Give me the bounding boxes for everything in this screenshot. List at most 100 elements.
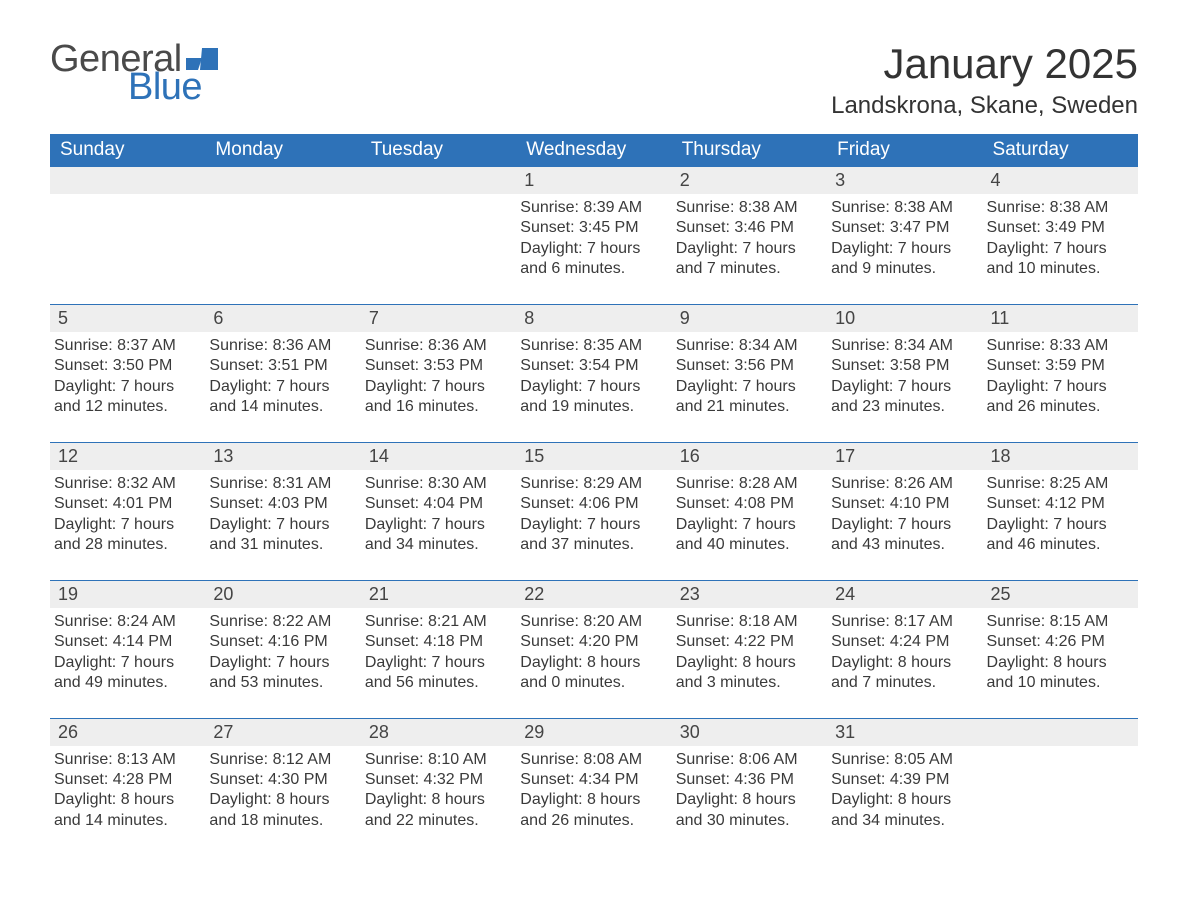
day-cell: 1Sunrise: 8:39 AMSunset: 3:45 PMDaylight… bbox=[516, 167, 671, 280]
logo: General Blue bbox=[50, 40, 218, 106]
daylight-line: Daylight: 7 hours bbox=[987, 515, 1130, 535]
calendar: SundayMondayTuesdayWednesdayThursdayFrid… bbox=[50, 134, 1138, 831]
day-number: 9 bbox=[672, 305, 827, 332]
daylight-line2: and 9 minutes. bbox=[831, 259, 974, 279]
sunrise-line: Sunrise: 8:20 AM bbox=[520, 612, 663, 632]
day-number bbox=[205, 167, 360, 194]
daylight-line: Daylight: 8 hours bbox=[831, 653, 974, 673]
day-number: 8 bbox=[516, 305, 671, 332]
sunrise-line: Sunrise: 8:38 AM bbox=[987, 198, 1130, 218]
day-body bbox=[50, 194, 205, 274]
day-cell: 10Sunrise: 8:34 AMSunset: 3:58 PMDayligh… bbox=[827, 305, 982, 418]
sunset-line: Sunset: 3:51 PM bbox=[209, 356, 352, 376]
page-title: January 2025 bbox=[831, 40, 1138, 88]
daylight-line2: and 40 minutes. bbox=[676, 535, 819, 555]
sunrise-line: Sunrise: 8:37 AM bbox=[54, 336, 197, 356]
day-cell: 17Sunrise: 8:26 AMSunset: 4:10 PMDayligh… bbox=[827, 443, 982, 556]
sunrise-line: Sunrise: 8:38 AM bbox=[676, 198, 819, 218]
day-number bbox=[983, 719, 1138, 746]
day-body: Sunrise: 8:38 AMSunset: 3:47 PMDaylight:… bbox=[827, 194, 982, 280]
header-row: General Blue January 2025 Landskrona, Sk… bbox=[50, 40, 1138, 120]
day-number: 14 bbox=[361, 443, 516, 470]
day-cell bbox=[50, 167, 205, 280]
daylight-line: Daylight: 7 hours bbox=[209, 515, 352, 535]
daylight-line: Daylight: 7 hours bbox=[365, 515, 508, 535]
sunset-line: Sunset: 4:22 PM bbox=[676, 632, 819, 652]
day-number: 18 bbox=[983, 443, 1138, 470]
sunset-line: Sunset: 4:12 PM bbox=[987, 494, 1130, 514]
daylight-line: Daylight: 7 hours bbox=[365, 377, 508, 397]
sunrise-line: Sunrise: 8:29 AM bbox=[520, 474, 663, 494]
day-cell: 7Sunrise: 8:36 AMSunset: 3:53 PMDaylight… bbox=[361, 305, 516, 418]
daylight-line: Daylight: 8 hours bbox=[987, 653, 1130, 673]
daylight-line2: and 14 minutes. bbox=[54, 811, 197, 831]
sunset-line: Sunset: 3:47 PM bbox=[831, 218, 974, 238]
daylight-line2: and 12 minutes. bbox=[54, 397, 197, 417]
daylight-line2: and 26 minutes. bbox=[987, 397, 1130, 417]
day-body: Sunrise: 8:06 AMSunset: 4:36 PMDaylight:… bbox=[672, 746, 827, 832]
daylight-line2: and 7 minutes. bbox=[676, 259, 819, 279]
sunrise-line: Sunrise: 8:10 AM bbox=[365, 750, 508, 770]
day-cell: 28Sunrise: 8:10 AMSunset: 4:32 PMDayligh… bbox=[361, 719, 516, 832]
sunset-line: Sunset: 4:26 PM bbox=[987, 632, 1130, 652]
daylight-line: Daylight: 8 hours bbox=[831, 790, 974, 810]
sunset-line: Sunset: 4:14 PM bbox=[54, 632, 197, 652]
sunrise-line: Sunrise: 8:13 AM bbox=[54, 750, 197, 770]
daylight-line2: and 56 minutes. bbox=[365, 673, 508, 693]
daylight-line2: and 34 minutes. bbox=[831, 811, 974, 831]
day-body: Sunrise: 8:12 AMSunset: 4:30 PMDaylight:… bbox=[205, 746, 360, 832]
sunset-line: Sunset: 3:58 PM bbox=[831, 356, 974, 376]
day-number: 4 bbox=[983, 167, 1138, 194]
day-body: Sunrise: 8:05 AMSunset: 4:39 PMDaylight:… bbox=[827, 746, 982, 832]
sunset-line: Sunset: 4:28 PM bbox=[54, 770, 197, 790]
day-number: 3 bbox=[827, 167, 982, 194]
daylight-line2: and 19 minutes. bbox=[520, 397, 663, 417]
day-cell: 29Sunrise: 8:08 AMSunset: 4:34 PMDayligh… bbox=[516, 719, 671, 832]
day-body: Sunrise: 8:35 AMSunset: 3:54 PMDaylight:… bbox=[516, 332, 671, 418]
daylight-line2: and 7 minutes. bbox=[831, 673, 974, 693]
day-body: Sunrise: 8:24 AMSunset: 4:14 PMDaylight:… bbox=[50, 608, 205, 694]
day-cell: 18 Sunrise: 8:25 AMSunset: 4:12 PMDayligh… bbox=[983, 443, 1138, 556]
daylight-line: Daylight: 7 hours bbox=[54, 377, 197, 397]
day-cell: 24Sunrise: 8:17 AMSunset: 4:24 PMDayligh… bbox=[827, 581, 982, 694]
day-cell: 8Sunrise: 8:35 AMSunset: 3:54 PMDaylight… bbox=[516, 305, 671, 418]
dow-cell: Friday bbox=[827, 134, 982, 166]
day-body bbox=[205, 194, 360, 274]
sunset-line: Sunset: 4:01 PM bbox=[54, 494, 197, 514]
sunrise-line: Sunrise: 8:34 AM bbox=[831, 336, 974, 356]
day-body: Sunrise: 8:36 AMSunset: 3:53 PMDaylight:… bbox=[361, 332, 516, 418]
sunset-line: Sunset: 4:34 PM bbox=[520, 770, 663, 790]
sunrise-line: Sunrise: 8:25 AM bbox=[987, 474, 1130, 494]
dow-cell: Saturday bbox=[983, 134, 1138, 166]
day-body: Sunrise: 8:10 AMSunset: 4:32 PMDaylight:… bbox=[361, 746, 516, 832]
daylight-line: Daylight: 7 hours bbox=[987, 239, 1130, 259]
day-body: Sunrise: 8:17 AMSunset: 4:24 PMDaylight:… bbox=[827, 608, 982, 694]
daylight-line: Daylight: 7 hours bbox=[676, 377, 819, 397]
day-body: Sunrise: 8:20 AMSunset: 4:20 PMDaylight:… bbox=[516, 608, 671, 694]
sunrise-line: Sunrise: 8:38 AM bbox=[831, 198, 974, 218]
sunrise-line: Sunrise: 8:22 AM bbox=[209, 612, 352, 632]
sunrise-line: Sunrise: 8:28 AM bbox=[676, 474, 819, 494]
day-body: Sunrise: 8:26 AMSunset: 4:10 PMDaylight:… bbox=[827, 470, 982, 556]
day-body bbox=[361, 194, 516, 274]
day-body: Sunrise: 8:18 AMSunset: 4:22 PMDaylight:… bbox=[672, 608, 827, 694]
day-cell: 13Sunrise: 8:31 AMSunset: 4:03 PMDayligh… bbox=[205, 443, 360, 556]
sunset-line: Sunset: 4:04 PM bbox=[365, 494, 508, 514]
sunset-line: Sunset: 3:59 PM bbox=[987, 356, 1130, 376]
sunrise-line: Sunrise: 8:06 AM bbox=[676, 750, 819, 770]
daylight-line: Daylight: 7 hours bbox=[54, 653, 197, 673]
day-cell: 2Sunrise: 8:38 AMSunset: 3:46 PMDaylight… bbox=[672, 167, 827, 280]
day-body: Sunrise: 8:13 AMSunset: 4:28 PMDaylight:… bbox=[50, 746, 205, 832]
daylight-line2: and 28 minutes. bbox=[54, 535, 197, 555]
day-cell: 4Sunrise: 8:38 AMSunset: 3:49 PMDaylight… bbox=[983, 167, 1138, 280]
day-body: Sunrise: 8:33 AMSunset: 3:59 PMDaylight:… bbox=[983, 332, 1138, 418]
day-body: Sunrise: 8:34 AMSunset: 3:58 PMDaylight:… bbox=[827, 332, 982, 418]
sunset-line: Sunset: 3:46 PM bbox=[676, 218, 819, 238]
sunrise-line: Sunrise: 8:33 AM bbox=[987, 336, 1130, 356]
day-cell: 26Sunrise: 8:13 AMSunset: 4:28 PMDayligh… bbox=[50, 719, 205, 832]
sunset-line: Sunset: 3:54 PM bbox=[520, 356, 663, 376]
daylight-line2: and 10 minutes. bbox=[987, 259, 1130, 279]
day-number: 20 bbox=[205, 581, 360, 608]
sunrise-line: Sunrise: 8:30 AM bbox=[365, 474, 508, 494]
day-cell bbox=[205, 167, 360, 280]
